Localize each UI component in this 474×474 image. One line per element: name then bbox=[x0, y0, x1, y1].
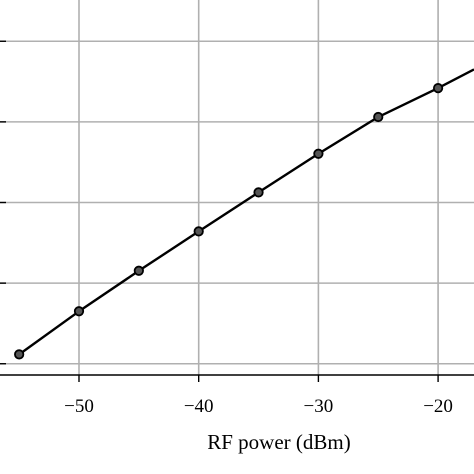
data-point-7 bbox=[432, 83, 444, 94]
data-point-3 bbox=[193, 226, 204, 237]
data-point-5 bbox=[313, 148, 324, 159]
data-point-2 bbox=[133, 265, 144, 276]
series bbox=[14, 68, 474, 360]
x-tick-label-0: −50 bbox=[64, 396, 94, 417]
x-axis-label: RF power (dBm) bbox=[207, 430, 351, 454]
x-tick-label-3: −20 bbox=[423, 396, 453, 417]
data-point-0 bbox=[14, 349, 25, 360]
x-tick-label-1: −40 bbox=[184, 396, 214, 417]
data-point-6 bbox=[373, 111, 384, 123]
x-tick-label-2: −30 bbox=[304, 396, 334, 417]
data-point-4 bbox=[253, 187, 264, 198]
x-ticks: −50 −40 −30 −20 bbox=[64, 375, 453, 417]
data-point-1 bbox=[73, 306, 85, 317]
gridlines bbox=[0, 0, 474, 375]
